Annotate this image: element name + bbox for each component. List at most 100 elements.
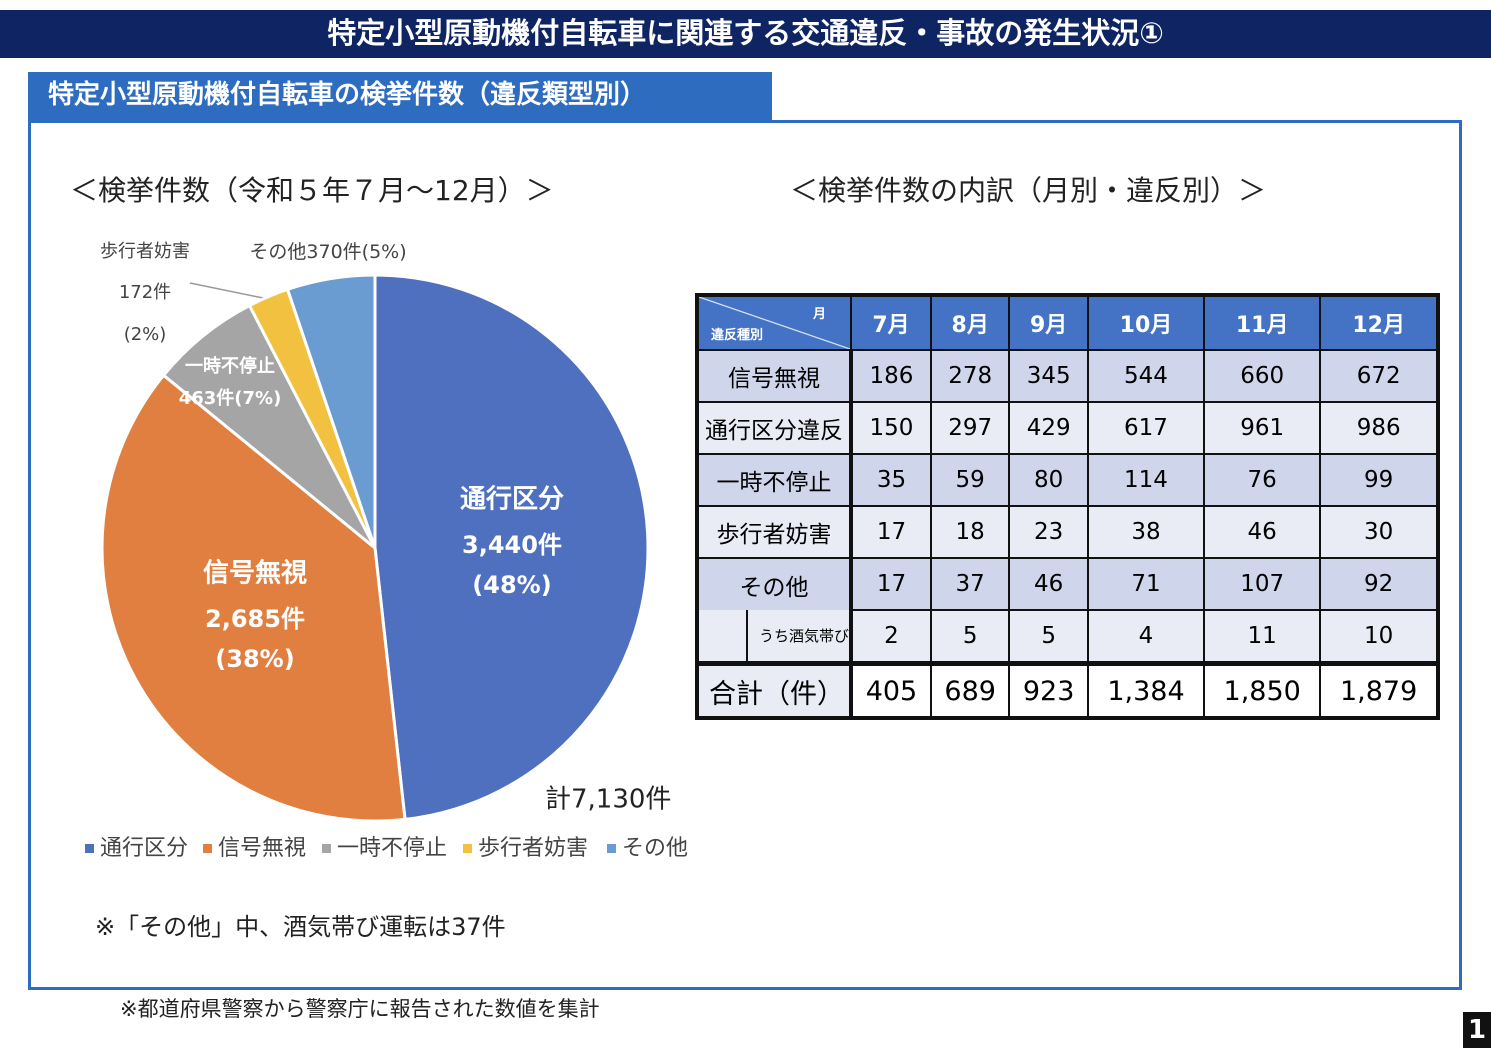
data-label: 通行区分	[460, 484, 564, 515]
pie-slice	[285, 273, 377, 549]
legend-label: その他	[622, 836, 688, 861]
table-cell: 10	[1319, 609, 1439, 665]
table-cell: 114	[1086, 453, 1206, 507]
data-label-part: (5%)	[362, 241, 407, 263]
section-title: 特定小型原動機付自転車の検挙件数（違反類型別）	[28, 72, 772, 120]
pie-slice	[100, 373, 407, 823]
leader-line	[189, 282, 264, 299]
data-label: その他370件(5%)	[249, 241, 406, 263]
table-cell: 2	[850, 609, 932, 665]
table-cell: 1,850	[1203, 661, 1322, 719]
table-cell: 23	[1008, 505, 1089, 559]
table-cell: 107	[1203, 557, 1322, 611]
data-label: 463件(7%)	[179, 387, 282, 409]
page-title: 特定小型原動機付自転車に関連する交通違反・事故の発生状況①	[0, 10, 1491, 58]
column-header: 11月	[1203, 294, 1322, 351]
column-header: 8月	[929, 294, 1011, 351]
table-cell: 76	[1203, 453, 1322, 507]
breakdown-table: 月違反種別 7月 8月 9月 10月 11月 12月 信号無視 186 278 345 544 660 6…	[695, 293, 1440, 720]
legend-swatch	[203, 844, 212, 853]
row-label: 一時不停止	[696, 453, 853, 507]
data-label: 信号無視	[203, 559, 307, 589]
table-row: うち酒気帯び 2 5 5 4 11 10	[696, 609, 1439, 665]
row-label: 信号無視	[696, 349, 853, 403]
table-cell: 46	[1203, 505, 1322, 559]
table-row: 合計（件） 405 689 923 1,384 1,850 1,879	[696, 661, 1439, 719]
row-label: その他	[696, 557, 853, 610]
table-cell: 17	[850, 557, 932, 611]
table-cell: 5	[929, 609, 1011, 665]
table-cell: 672	[1319, 349, 1439, 403]
table-cell: 150	[850, 401, 932, 455]
table-cell: 18	[929, 505, 1011, 559]
legend-label: 通行区分	[100, 836, 188, 861]
table-cell: 297	[929, 401, 1011, 455]
table-cell: 17	[850, 505, 932, 559]
table-cell: 92	[1319, 557, 1439, 611]
table-cell: 689	[929, 661, 1011, 719]
data-label: 172件	[119, 282, 171, 303]
pie-slice	[161, 303, 377, 550]
data-label-part: その他	[249, 241, 306, 263]
table-row: その他 17 37 46 71 107 92	[696, 557, 1439, 611]
data-label: 一時不停止	[185, 355, 275, 377]
table-cell: 660	[1203, 349, 1322, 403]
table-cell: 99	[1319, 453, 1439, 507]
table-cell: 11	[1203, 609, 1322, 665]
note: ※「その他」中、酒気帯び運転は37件	[95, 913, 506, 941]
table-cell: 405	[850, 661, 932, 719]
total-label: 計7,130件	[545, 785, 671, 815]
table-cell: 4	[1086, 609, 1206, 665]
source-note: ※都道府県警察から警察庁に報告された数値を集計	[120, 997, 600, 1021]
table-cell: 186	[850, 349, 932, 403]
table-row: 信号無視 186 278 345 544 660 672	[696, 349, 1439, 403]
legend-label: 歩行者妨害	[478, 836, 588, 861]
legend-label: 一時不停止	[337, 836, 447, 861]
table-cell: 35	[850, 453, 932, 507]
table-cell: 923	[1008, 661, 1089, 719]
data-label: (38%)	[215, 645, 294, 673]
data-label: 歩行者妨害	[100, 241, 190, 262]
data-label-part: 463件	[179, 387, 235, 409]
table-cell: 46	[1008, 557, 1089, 611]
table-cell: 429	[1008, 401, 1089, 455]
corner-cell: 月違反種別	[696, 294, 852, 351]
table-row: 通行区分違反 150 297 429 617 961 986	[696, 401, 1439, 455]
table-cell: 986	[1319, 401, 1439, 455]
legend-label: 信号無視	[218, 836, 306, 861]
table-cell: 30	[1319, 505, 1439, 559]
table-cell: 345	[1008, 349, 1089, 403]
data-label: 2,685件	[205, 605, 305, 633]
data-label: (2%)	[124, 324, 167, 345]
page-number: 1	[1463, 1012, 1491, 1048]
data-label: 3,440件	[462, 531, 562, 559]
table-cell: 5	[1008, 609, 1089, 665]
table-cell: 59	[929, 453, 1011, 507]
table-row: 歩行者妨害 17 18 23 38 46 30	[696, 505, 1439, 559]
column-header: 9月	[1008, 294, 1089, 351]
chart-title: ＜検挙件数（令和５年７月～12月）＞	[70, 174, 554, 207]
table-cell: 71	[1086, 557, 1206, 611]
data-label-part: 370件	[306, 241, 361, 263]
legend-swatch	[607, 844, 616, 853]
column-header: 7月	[850, 294, 932, 351]
table-cell: 1,384	[1086, 661, 1206, 719]
legend-swatch	[85, 844, 94, 853]
data-label-part: (7%)	[234, 388, 281, 409]
table-cell: 544	[1086, 349, 1206, 403]
pie-slice	[373, 273, 650, 822]
column-header: 10月	[1086, 294, 1206, 351]
data-label: (48%)	[472, 571, 551, 599]
column-header: 12月	[1319, 294, 1439, 351]
table-cell: 38	[1086, 505, 1206, 559]
table-cell: 278	[929, 349, 1011, 403]
row-label: 歩行者妨害	[696, 505, 853, 559]
row-label: 通行区分違反	[696, 401, 853, 455]
table-cell: 80	[1008, 453, 1089, 507]
table-cell: 37	[929, 557, 1011, 611]
table-row: 一時不停止 35 59 80 114 76 99	[696, 453, 1439, 507]
corner-top: 月	[812, 307, 826, 322]
table-title: ＜検挙件数の内訳（月別・違反別）＞	[790, 174, 1266, 207]
